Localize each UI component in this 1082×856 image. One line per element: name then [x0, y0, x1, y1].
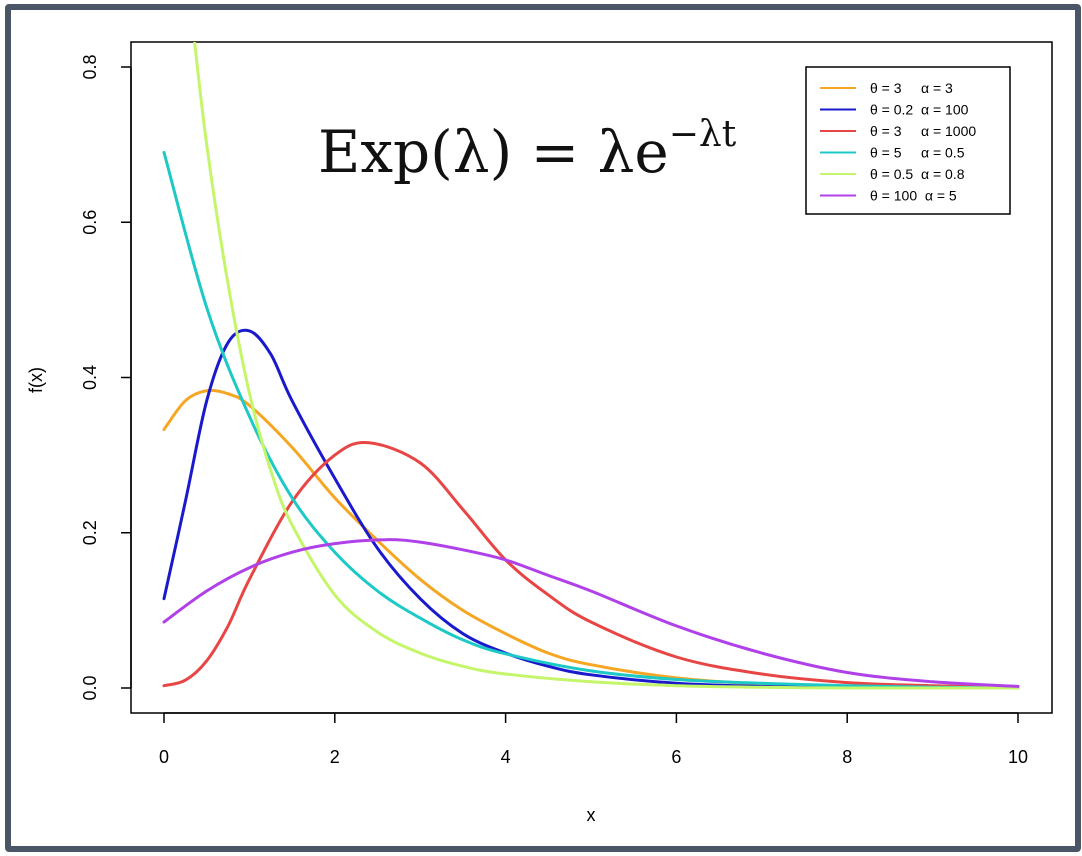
legend-label-5: θ = 0.5 α = 0.8 [870, 166, 965, 182]
y-axis-label: f(x) [26, 367, 46, 393]
legend-label-2: θ = 0.2 α = 100 [870, 102, 969, 118]
x-tick-label-0: 0 [159, 747, 169, 767]
x-tick-label-2: 2 [330, 747, 340, 767]
x-tick-label-8: 8 [842, 747, 852, 767]
y-tick-label-0: 0.0 [80, 675, 100, 700]
series-line-1 [162, 388, 1020, 690]
y-tick-label-3: 0.6 [80, 210, 100, 235]
x-tick-label-4: 4 [501, 747, 511, 767]
legend-label-1: θ = 3 α = 3 [870, 80, 953, 96]
formula-annotation: Exp(λ) = λe−λt [318, 114, 737, 186]
legend-label-6: θ = 100 α = 5 [870, 188, 957, 204]
legend-box [805, 66, 1011, 215]
series-line-2 [162, 328, 1020, 690]
x-tick-label-6: 6 [671, 747, 681, 767]
y-tick-label-4: 0.8 [80, 54, 100, 79]
legend-label-4: θ = 5 α = 0.5 [870, 145, 965, 161]
series-line-5 [193, 42, 1020, 690]
y-tick-label-2: 0.4 [80, 365, 100, 390]
x-tick-label-10: 10 [1008, 747, 1028, 767]
series-line-6 [162, 538, 1020, 688]
formula-superscript: −λt [669, 114, 737, 155]
formula-main: Exp(λ) = λe [318, 118, 669, 186]
y-tick-label-1: 0.2 [80, 520, 100, 545]
series-line-3 [162, 440, 1020, 689]
series-line-4 [162, 150, 1020, 690]
x-axis-label: x [587, 805, 596, 825]
legend-label-3: θ = 3 α = 1000 [870, 123, 976, 139]
